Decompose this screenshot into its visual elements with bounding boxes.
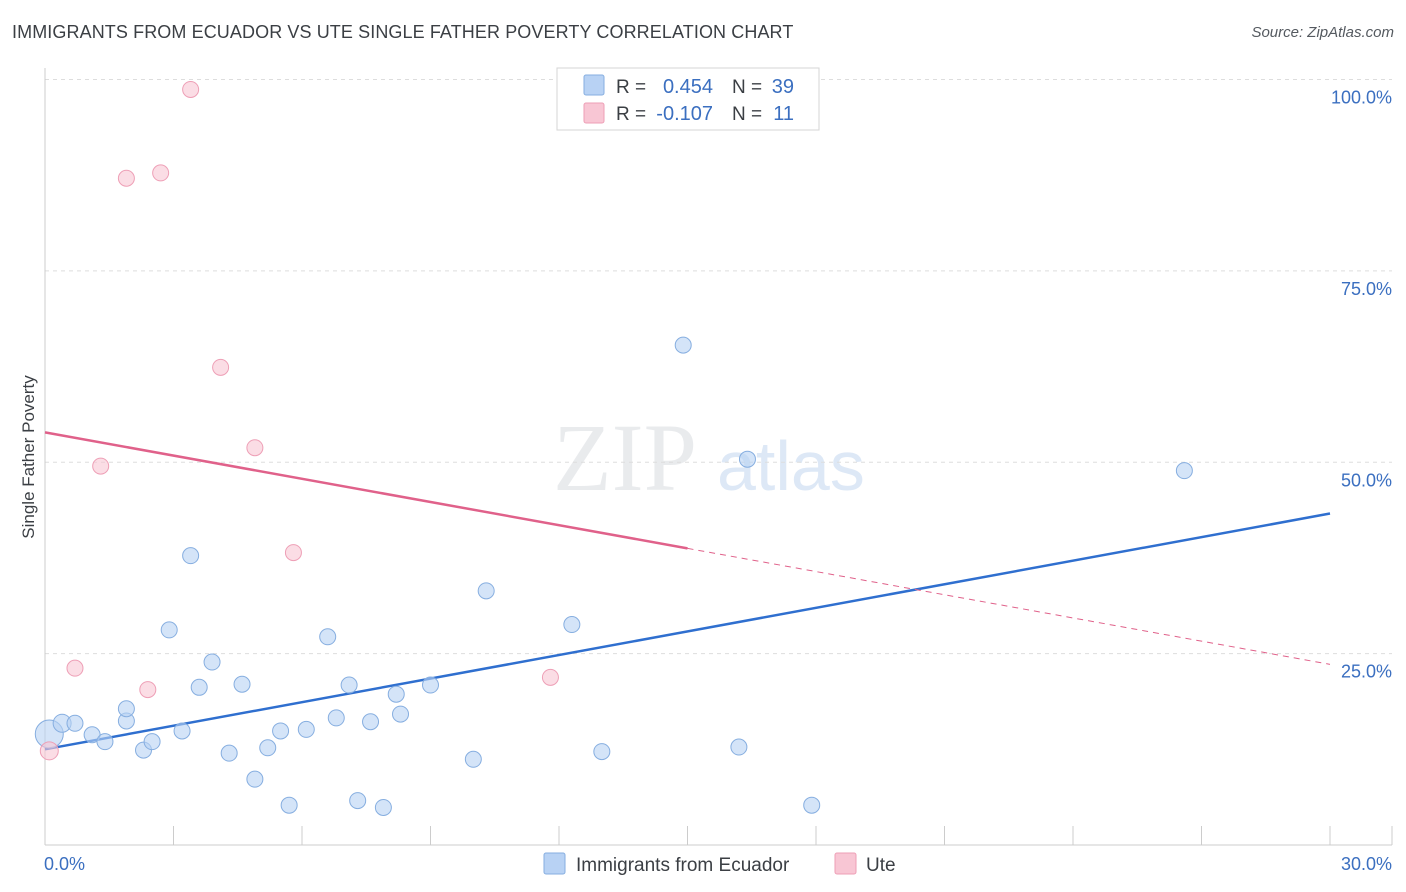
legend-r-value: 0.454 [663,76,713,98]
chart-title: IMMIGRANTS FROM ECUADOR VS UTE SINGLE FA… [12,22,794,42]
legend-label-ute: Ute [866,855,896,876]
data-point-pink [66,659,84,677]
data-point-blue [220,744,238,762]
data-point-pink [541,668,559,686]
y-tick-label: 75.0% [1341,279,1392,299]
data-point-pink [246,439,264,457]
y-tick-label: 50.0% [1341,470,1392,490]
data-point-blue [319,628,337,646]
data-point-blue [803,796,821,814]
data-point-blue [246,770,264,788]
data-point-blue [297,720,315,738]
data-point-blue [477,582,495,600]
legend-label-ecuador: Immigrants from Ecuador [576,855,790,876]
trend-lines [44,431,1331,751]
legend-r-value: -0.107 [656,103,713,125]
data-point-pink [117,169,135,187]
watermark-zip: ZIP [553,404,697,511]
legend-n-value: 11 [773,103,794,125]
legend-swatch-blue [583,74,605,96]
series-legend: Immigrants from Ecuador Ute [543,852,896,876]
legend-swatch-pink [583,102,605,124]
data-point-blue [327,709,345,727]
y-tick-labels: 25.0% 50.0% 75.0% 100.0% [1331,88,1392,682]
legend-n-label: N = [732,104,762,125]
data-point-blue [190,678,208,696]
data-point-blue [340,676,358,694]
data-point-blue [117,700,135,718]
legend-n-label: N = [732,77,762,98]
data-point-blue [143,733,161,751]
data-point-blue [1175,462,1193,480]
data-point-blue [374,798,392,816]
legend-n-value: 39 [772,76,794,98]
legend-swatch-pink [834,852,857,875]
data-point-blue [182,547,200,565]
data-point-blue [173,722,191,740]
data-point-pink [284,544,302,562]
trend-line-pink [44,431,688,550]
gridlines [45,79,1392,655]
trend-line-blue [44,512,1331,751]
data-point-pink [152,164,170,182]
watermark: ZIP atlas [553,404,865,511]
data-point-blue [464,750,482,768]
legend-r-label: R = [616,104,646,125]
y-tick-label: 25.0% [1341,662,1392,682]
y-axis-title: Single Father Poverty [19,375,38,539]
data-point-blue [362,713,380,731]
data-point-blue [66,714,84,732]
data-point-pink [92,457,110,475]
data-point-blue [160,621,178,639]
x-tick-label: 30.0% [1341,854,1392,874]
data-point-pink [39,741,59,761]
x-tick-labels: 0.0% 30.0% [44,854,1392,874]
axes [44,68,1393,846]
legend-r-label: R = [616,77,646,98]
data-point-blue [203,653,221,671]
data-point-blue [738,450,756,468]
data-point-blue [280,796,298,814]
data-point-blue [259,739,277,757]
watermark-atlas: atlas [717,427,865,505]
legend-swatch-blue [543,852,566,875]
data-point-blue [272,722,290,740]
x-tick-label: 0.0% [44,854,85,874]
data-point-blue [674,336,692,354]
data-point-blue [730,738,748,756]
data-point-blue [392,705,410,723]
correlation-legend: R = 0.454 N = 39 R = -0.107 N = 11 [556,67,820,131]
trend-line-pink-dashed [687,547,1331,665]
data-point-blue [349,792,367,810]
data-point-pink [182,80,200,98]
data-point-blue [563,616,581,634]
data-point-pink [212,358,230,376]
data-points [34,80,1193,816]
data-point-blue [387,685,405,703]
data-point-blue [96,733,114,751]
data-point-blue [233,675,251,693]
source-credit: Source: ZipAtlas.com [1251,24,1394,41]
data-point-pink [139,681,157,699]
y-tick-label: 100.0% [1331,88,1392,108]
data-point-blue [593,743,611,761]
data-point-blue [422,676,439,694]
